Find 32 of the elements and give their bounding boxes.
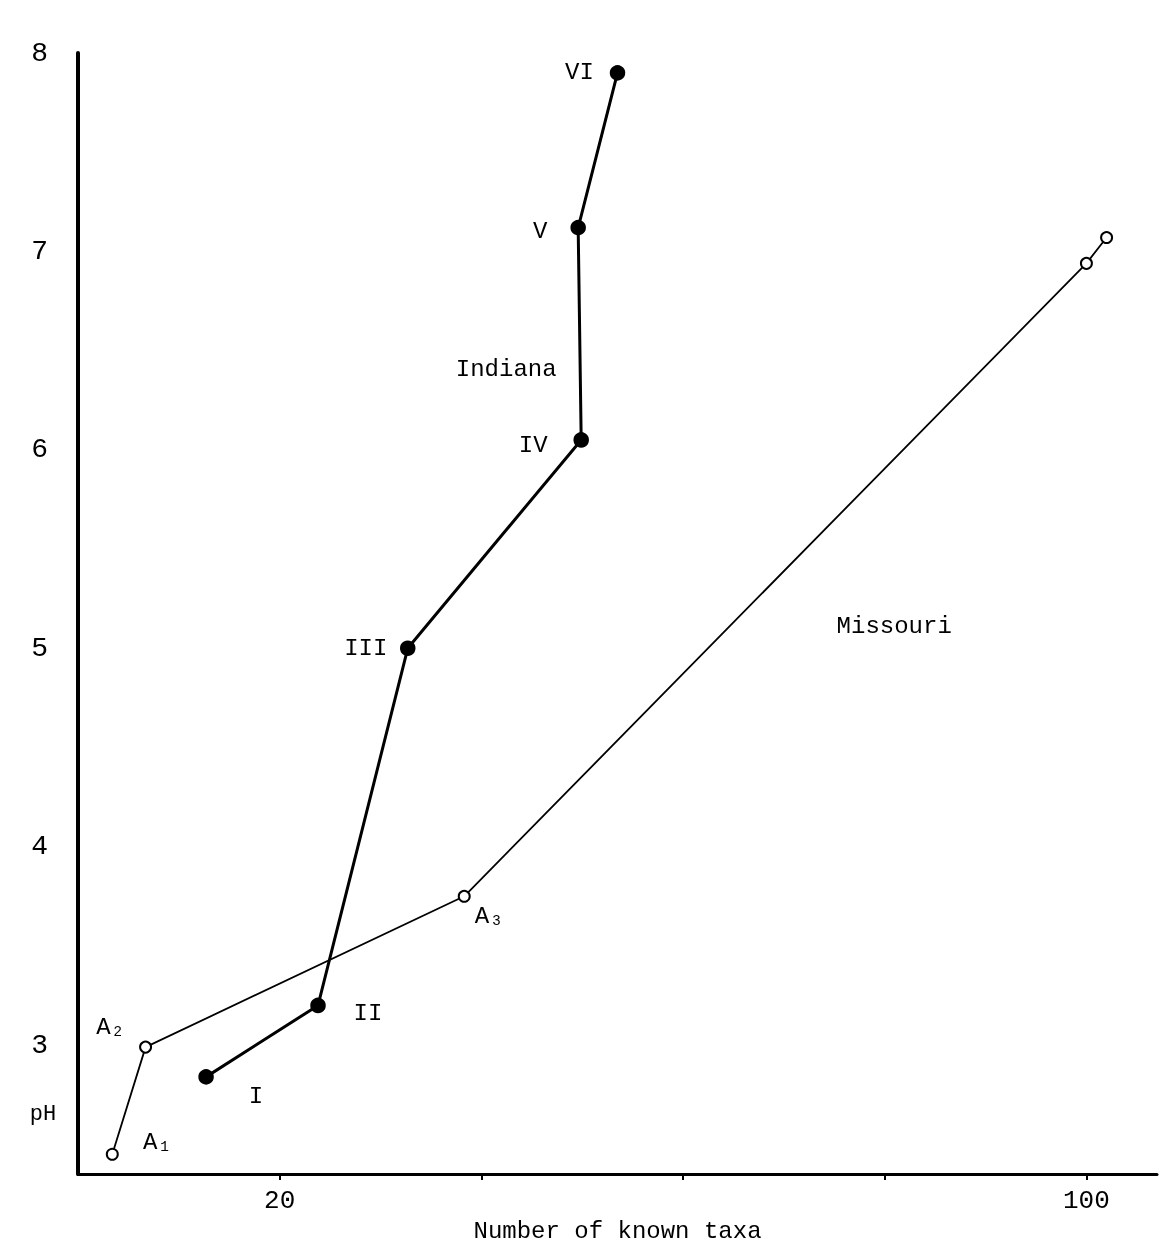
y-tick-label: 5 (31, 632, 48, 664)
text: Missouri (836, 612, 952, 640)
annotation: V (532, 218, 548, 246)
annotation: III (344, 634, 388, 662)
series-label: Indiana (455, 356, 557, 384)
x-tick-label: 100 (1063, 1186, 1110, 1217)
point (139, 1040, 153, 1054)
point (105, 1147, 119, 1161)
y-tick-label: 6 (31, 434, 48, 466)
point (570, 219, 586, 236)
point (400, 640, 416, 657)
point (1100, 231, 1114, 245)
point (573, 432, 589, 448)
y-axis-title: pH (29, 1101, 57, 1127)
point (1079, 256, 1093, 270)
x-axis-title: Number of known taxa (473, 1217, 762, 1245)
annotation: I (248, 1083, 264, 1111)
point (609, 65, 626, 81)
annotation: A₁ (142, 1128, 172, 1156)
annotation: A₃ (474, 902, 504, 930)
x-tick-label: 20 (264, 1186, 296, 1217)
annotation: VI (565, 59, 594, 87)
annotation: II (353, 999, 383, 1027)
annotation: A₂ (96, 1013, 125, 1041)
annotation: IV (518, 432, 549, 460)
point (310, 997, 326, 1014)
y-tick-label: 8 (31, 37, 48, 69)
y-tick-label: 4 (31, 831, 48, 863)
point (198, 1069, 214, 1085)
y-tick-label: 3 (31, 1029, 48, 1061)
point (457, 889, 471, 903)
y-tick-label: 7 (31, 235, 48, 267)
